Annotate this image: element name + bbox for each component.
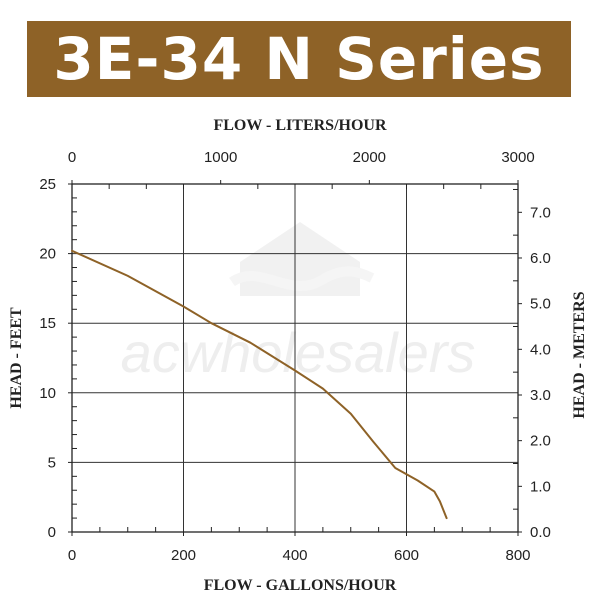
y-tick-label: 5 bbox=[48, 454, 56, 471]
y2-tick-label: 0.0 bbox=[530, 524, 551, 541]
axes bbox=[68, 180, 522, 536]
y2-tick-label: 4.0 bbox=[530, 341, 551, 358]
y-axis-title-left: HEAD - FEET bbox=[8, 307, 25, 409]
x2-tick-label: 1000 bbox=[204, 149, 237, 166]
y-tick-label: 0 bbox=[48, 524, 56, 541]
chart-title-banner: 3E-34 N Series bbox=[27, 21, 571, 97]
y2-tick-label: 2.0 bbox=[530, 433, 551, 450]
x-tick-label: 400 bbox=[282, 547, 307, 564]
x-tick-label: 600 bbox=[394, 547, 419, 564]
watermark-text: acwholesalers bbox=[121, 321, 476, 384]
y2-tick-label: 1.0 bbox=[530, 478, 551, 495]
y-tick-label: 15 bbox=[39, 315, 56, 332]
tick-labels: 0 200 400 600 800 0 1000 2000 3000 0 5 10 15 20 25 0.0 1… bbox=[39, 149, 551, 564]
x-axis-title-top: FLOW - LITERS/HOUR bbox=[213, 117, 387, 134]
y2-tick-label: 5.0 bbox=[530, 296, 551, 313]
y-tick-label: 25 bbox=[39, 176, 56, 193]
x-tick-label: 200 bbox=[171, 547, 196, 564]
x-tick-label: 0 bbox=[68, 547, 76, 564]
y2-tick-label: 7.0 bbox=[530, 204, 551, 221]
x2-tick-label: 0 bbox=[68, 149, 76, 166]
x2-tick-label: 3000 bbox=[501, 149, 534, 166]
y-tick-label: 10 bbox=[39, 385, 56, 402]
y2-tick-label: 3.0 bbox=[530, 387, 551, 404]
wave-watermark-icon bbox=[229, 266, 375, 291]
y-tick-label: 20 bbox=[39, 246, 56, 263]
y2-tick-label: 6.0 bbox=[530, 250, 551, 267]
watermark-logo: acwholesalers bbox=[121, 222, 476, 384]
x-tick-label: 800 bbox=[505, 547, 530, 564]
pump-performance-curve bbox=[71, 249, 448, 520]
y-axis-title-right: HEAD - METERS bbox=[571, 291, 588, 418]
grid bbox=[72, 184, 518, 532]
x-axis-title-bottom: FLOW - GALLONS/HOUR bbox=[204, 577, 397, 594]
x2-tick-label: 2000 bbox=[353, 149, 386, 166]
